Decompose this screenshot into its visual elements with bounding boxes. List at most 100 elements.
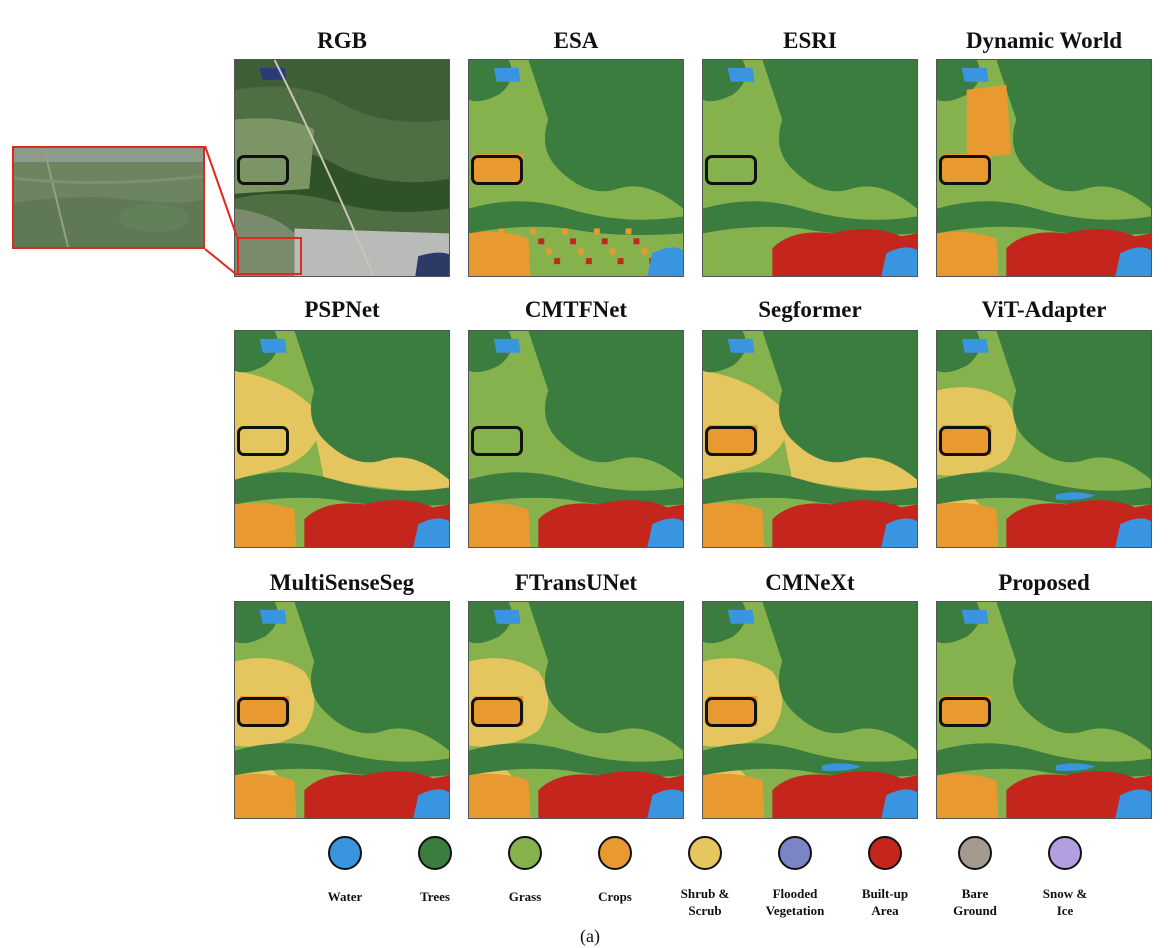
trees-region <box>294 331 449 480</box>
legend-swatch <box>508 836 542 870</box>
panel-title: ViT-Adapter <box>981 297 1107 322</box>
built-up-region <box>772 771 917 818</box>
mixed-pixels <box>601 238 608 245</box>
mixed-pixels <box>617 258 624 265</box>
mixed-pixels <box>538 238 545 245</box>
trees-region <box>294 602 449 751</box>
water-region <box>647 518 683 547</box>
panel-title: RGB <box>317 28 367 53</box>
forest-area <box>235 60 449 122</box>
legend-label: Water <box>327 889 363 904</box>
mixed-pixels <box>546 248 553 255</box>
road <box>273 60 375 276</box>
legend-swatch <box>418 836 452 870</box>
built-up-region <box>538 771 683 818</box>
built-up-region <box>304 771 449 818</box>
roi-box <box>471 697 523 727</box>
trees-region <box>528 602 683 751</box>
trees-region <box>469 472 683 507</box>
crops-region <box>937 773 999 818</box>
segmentation-map-panel <box>468 330 684 548</box>
legend-label: Crops <box>598 889 632 904</box>
mixed-pixels <box>609 248 616 255</box>
figure-caption: (a) <box>580 926 600 946</box>
trees-region <box>762 60 917 209</box>
water-region <box>727 609 755 624</box>
trees-region <box>996 60 1151 209</box>
roi-box <box>237 155 289 185</box>
water-region <box>413 789 449 818</box>
roi-box <box>237 426 289 456</box>
field-area <box>235 208 295 276</box>
built-up-region <box>772 500 917 547</box>
water-region <box>259 609 287 624</box>
legend-swatch <box>688 836 722 870</box>
crops-region <box>966 84 1012 160</box>
water-region <box>1055 492 1096 500</box>
crops-region <box>235 773 297 818</box>
crops-region <box>937 231 999 276</box>
panel-title: Segformer <box>758 297 862 322</box>
water-region <box>1115 247 1151 276</box>
mixed-pixels <box>577 248 584 255</box>
built-up-region <box>304 500 449 547</box>
segmentation-map-panel <box>936 601 1152 819</box>
segmentation-map-panel <box>936 59 1152 277</box>
legend-label: Built-up Area <box>861 886 909 918</box>
trees-region <box>235 472 449 507</box>
built-up-region <box>1006 771 1151 818</box>
mixed-pixels <box>641 248 648 255</box>
mixed-pixels <box>498 228 505 235</box>
roi-box <box>705 697 757 727</box>
trees-region <box>996 331 1151 480</box>
mixed-pixels <box>562 228 569 235</box>
crops-roi-region <box>941 425 992 455</box>
legend-swatch <box>778 836 812 870</box>
roi-box <box>939 155 991 185</box>
legend-label: Snow & Ice <box>1042 886 1088 918</box>
water-region <box>647 247 683 276</box>
legend-label: Shrub & Scrub <box>680 886 730 918</box>
mixed-pixels <box>633 238 640 245</box>
water-region <box>647 789 683 818</box>
trees-region <box>235 743 449 778</box>
urban-area <box>294 228 449 276</box>
panel-title: CMNeXt <box>765 570 855 595</box>
roi-box <box>471 155 523 185</box>
roi-box <box>471 426 523 456</box>
water-region <box>493 338 521 353</box>
trees-region <box>937 743 1151 778</box>
legend-label: Grass <box>508 889 542 904</box>
crops-roi-region <box>707 696 758 726</box>
panel-title: ESA <box>553 28 599 53</box>
zoom-inset-image <box>12 146 205 249</box>
mixed-pixels <box>585 258 592 265</box>
legend-swatch <box>598 836 632 870</box>
trees-region <box>937 472 1151 507</box>
legend-label: Trees <box>420 889 450 904</box>
segmentation-map-panel <box>702 601 918 819</box>
crops-region <box>703 773 765 818</box>
trees-region <box>469 201 683 236</box>
segmentation-map-panel <box>702 59 918 277</box>
built-up-region <box>1006 229 1151 276</box>
water-region <box>881 789 917 818</box>
segmentation-map-panel <box>468 601 684 819</box>
trees-region <box>996 602 1151 751</box>
water-region <box>727 67 755 82</box>
legend-swatch <box>868 836 902 870</box>
crops-region <box>235 502 297 547</box>
water-region <box>259 338 287 353</box>
water-region <box>493 609 521 624</box>
water-region <box>1115 518 1151 547</box>
crops-roi-region <box>941 696 992 726</box>
panel-title: MultiSenseSeg <box>269 570 415 595</box>
legend-swatch <box>1048 836 1082 870</box>
panel-title: Dynamic World <box>965 28 1123 53</box>
water-body <box>415 252 449 276</box>
trees-region <box>703 201 917 236</box>
trees-region <box>528 60 683 209</box>
crops-roi-region <box>707 425 758 455</box>
shrub-region <box>235 370 325 480</box>
panel-title: FTransUNet <box>514 570 638 595</box>
